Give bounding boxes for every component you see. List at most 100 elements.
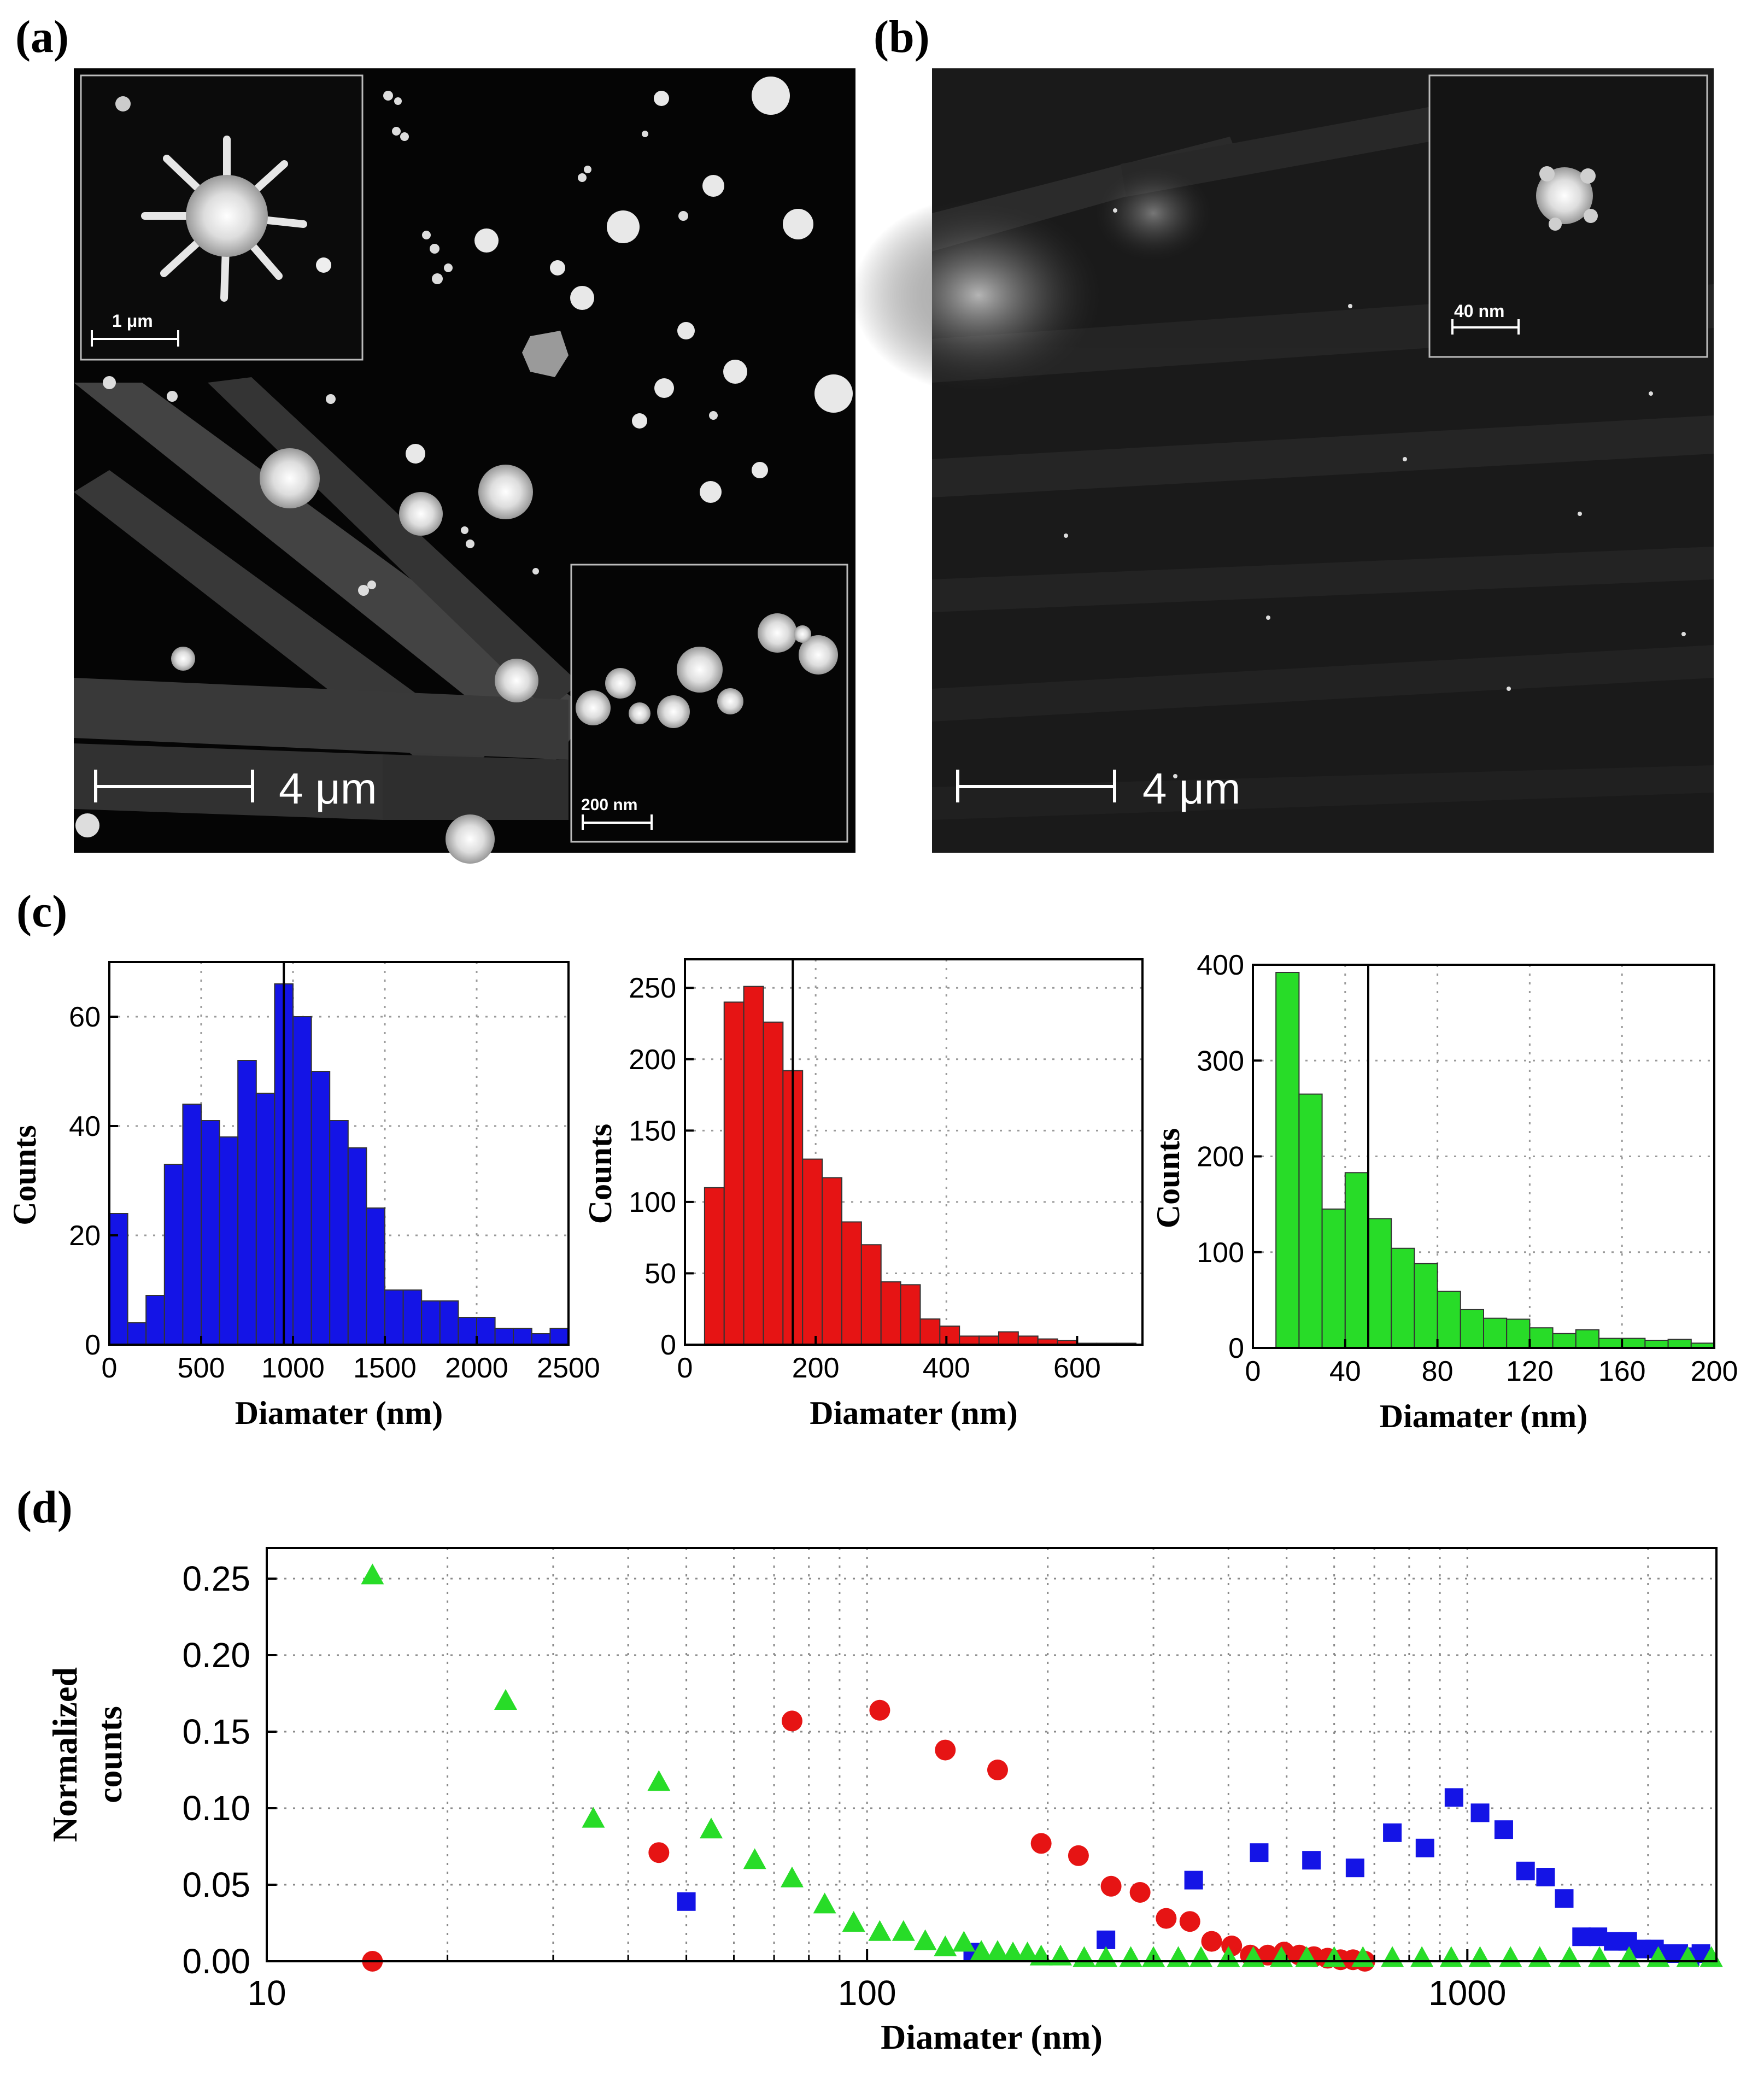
bar	[939, 1326, 960, 1346]
bar	[959, 1335, 980, 1345]
x-tick-label: 120	[1506, 1356, 1554, 1387]
x-tick-label: 0	[1245, 1356, 1261, 1387]
bar	[860, 1244, 882, 1345]
data-point	[1001, 1942, 1025, 1962]
bar	[1437, 1291, 1461, 1349]
data-point	[1345, 1858, 1364, 1878]
y-tick-label: 0.05	[182, 1865, 250, 1904]
bar	[1598, 1338, 1623, 1349]
bar	[1368, 1218, 1392, 1349]
bars	[1275, 972, 1715, 1349]
bars	[704, 986, 1137, 1346]
bar	[1275, 972, 1300, 1348]
x-tick-label: 1500	[353, 1352, 417, 1384]
bar	[402, 1289, 423, 1345]
x-tick-label: 80	[1422, 1356, 1454, 1387]
bars	[109, 983, 570, 1345]
bar	[998, 1331, 1019, 1345]
bar	[329, 1120, 349, 1345]
data-point	[1129, 1882, 1151, 1903]
y-tick-label: 400	[1197, 949, 1244, 981]
data-point	[1536, 1868, 1555, 1886]
histogram-red: 0 200 400 600 0 50 100 150 200 250 Diamater (nm) Co…	[582, 958, 1144, 1431]
data-point	[1572, 1927, 1591, 1946]
panel-b-micrograph: 4 μm 40 nm	[853, 68, 1714, 853]
data-point	[987, 1760, 1008, 1780]
data-point	[1073, 1946, 1096, 1967]
bar	[743, 986, 764, 1345]
data-point	[1097, 1930, 1116, 1949]
data-point	[1302, 1851, 1321, 1870]
y-tick-label: 100	[1197, 1237, 1244, 1269]
y-axis-title-line2: counts	[90, 1706, 129, 1803]
bar	[513, 1328, 532, 1345]
bar	[822, 1177, 842, 1345]
x-tick-label: 10	[247, 1973, 286, 2013]
data-point	[1468, 1946, 1492, 1967]
panel-b: (b)	[853, 11, 1714, 853]
data-point	[1555, 1889, 1574, 1908]
panel-b-inset-particle: 40 nm	[1428, 74, 1708, 358]
x-tick-label: 2500	[537, 1352, 600, 1384]
x-tick-label: 600	[1053, 1352, 1101, 1384]
bar	[421, 1300, 441, 1345]
y-tick-label: 250	[629, 972, 676, 1004]
x-tick-label: 0	[102, 1352, 118, 1384]
bar	[880, 1281, 901, 1345]
bar	[1667, 1339, 1692, 1349]
y-tick-label: 300	[1197, 1045, 1244, 1077]
bar	[366, 1207, 386, 1345]
scatter-normalized-counts: 10 100 1000 0.00 0.05 0.10 0.15 0.20 0.25 Diamate…	[45, 1547, 1723, 2056]
panel-c-label: (c)	[16, 886, 67, 937]
bar	[219, 1136, 239, 1345]
plot-frame	[684, 958, 1144, 1346]
data-point	[1184, 1871, 1203, 1890]
x-tick-label: 200	[792, 1352, 840, 1384]
bar	[1506, 1318, 1531, 1349]
x-axis-title: Diamater (nm)	[1380, 1398, 1587, 1434]
histogram-blue: 0 500 1000 1500 2000 2500 0 20 40 60 Diamater (nm)…	[7, 961, 600, 1431]
bar	[531, 1333, 551, 1345]
data-point	[1494, 1820, 1513, 1839]
histogram-green: 0 40 80 120 160 200 0 100 200 300 400 Diamater (nm)…	[1150, 949, 1738, 1434]
bar	[802, 1158, 823, 1346]
data-point	[1100, 1875, 1122, 1897]
data-point	[1381, 1946, 1404, 1967]
data-point	[1068, 1845, 1089, 1866]
data-point	[743, 1848, 766, 1869]
data-point	[1156, 1908, 1177, 1929]
y-axis-title: Counts	[7, 1125, 43, 1225]
panel-a-inset-spheres: 200 nm	[570, 564, 848, 843]
panel-b-label: (b)	[874, 11, 930, 62]
data-point	[1516, 1861, 1535, 1880]
bar	[458, 1317, 478, 1345]
data-point	[813, 1892, 836, 1914]
data-point	[1179, 1911, 1200, 1932]
panel-b-scale-label: 4 μm	[1142, 764, 1240, 813]
data-point	[869, 1699, 890, 1721]
bar	[549, 1328, 570, 1345]
y-axis-title: Counts	[582, 1124, 618, 1224]
data-point	[986, 1940, 1009, 1961]
panel-a-scale-label: 4 μm	[279, 764, 377, 813]
bar	[1391, 1247, 1415, 1348]
data-point	[700, 1817, 723, 1839]
bar	[310, 1071, 331, 1345]
bar	[1321, 1208, 1346, 1348]
data-point	[1528, 1946, 1551, 1967]
bar	[494, 1328, 514, 1345]
bar	[978, 1335, 999, 1345]
bar	[163, 1164, 184, 1345]
panel-b-inset-scale: 40 nm	[1454, 301, 1504, 321]
data-point	[1439, 1946, 1463, 1967]
y-tick-label: 200	[629, 1044, 676, 1076]
data-point	[494, 1689, 517, 1710]
bar	[109, 1213, 128, 1345]
bar	[841, 1221, 862, 1345]
data-point	[913, 1929, 937, 1950]
bar	[919, 1318, 941, 1345]
data-point	[970, 1940, 993, 1961]
data-point	[647, 1770, 671, 1791]
x-tick-label: 40	[1329, 1356, 1361, 1387]
